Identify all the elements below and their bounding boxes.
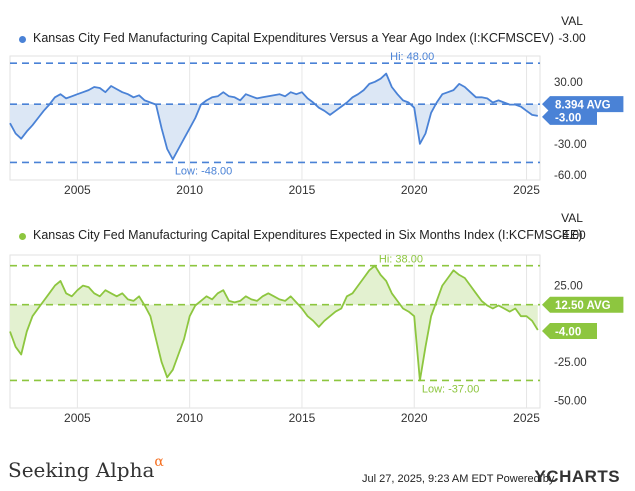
last-value-badge-bg — [542, 108, 597, 125]
bottom-chart: Hi: 38.00 Low: -37.00 25.00 -25.00 -50.00 200… — [9, 254, 624, 425]
series-area — [10, 73, 538, 160]
y-tick-label: 30.00 — [554, 77, 583, 89]
y-tick-label: -25.00 — [554, 357, 587, 369]
footer-timestamp: Jul 27, 2025, 9:23 AM EDT Powered by — [362, 473, 555, 485]
bottom-chart-title: Kansas City Fed Manufacturing Capital Ex… — [33, 228, 583, 242]
y-tick-label: 25.00 — [554, 281, 583, 293]
plot-frame — [9, 55, 541, 181]
x-tick-label: 2010 — [176, 183, 203, 197]
x-tick-label: 2010 — [176, 411, 203, 425]
last-value-badge: -3.00 — [555, 112, 581, 124]
average-badge-bg — [542, 296, 624, 313]
high-label: Hi: 38.00 — [379, 254, 423, 266]
average-badge: 12.50 AVG — [555, 300, 611, 312]
last-value-badge: -4.00 — [555, 326, 581, 338]
top-val-value: -3.00 — [558, 31, 586, 45]
last-value-badge-bg — [542, 322, 597, 339]
series-line — [9, 264, 539, 382]
x-tick-label: 2005 — [64, 183, 91, 197]
ycharts-logo[interactable]: YCHARTS — [530, 467, 620, 487]
y-tick-label: -30.00 — [554, 139, 587, 151]
top-legend-marker — [19, 36, 26, 43]
x-tick-label: 2015 — [289, 183, 316, 197]
seeking-alpha-logo[interactable]: Seeking Alphaα — [8, 454, 164, 482]
x-tick-label: 2025 — [513, 183, 540, 197]
x-tick-label: 2015 — [289, 411, 316, 425]
x-tick-label: 2025 — [513, 411, 540, 425]
average-badge-bg — [542, 96, 624, 113]
top-val-header: VAL — [561, 14, 583, 28]
y-tick-label: -60.00 — [554, 170, 587, 182]
low-label: Low: -48.00 — [175, 165, 232, 177]
brand-name: Seeking Alpha — [8, 458, 155, 482]
y-tick-label: -50.00 — [554, 395, 587, 407]
x-tick-label: 2005 — [64, 411, 91, 425]
top-chart: Hi: 48.00 Low: -48.00 30.00 -30.00 -60.00 200… — [9, 51, 624, 197]
alpha-icon: α — [154, 454, 164, 470]
ycharts-wordmark: YCHARTS — [534, 467, 621, 486]
bottom-legend-marker — [19, 233, 26, 240]
x-tick-label: 2020 — [401, 411, 428, 425]
low-label: Low: -37.00 — [422, 383, 479, 395]
series-area — [10, 265, 538, 381]
top-chart-title: Kansas City Fed Manufacturing Capital Ex… — [33, 31, 555, 45]
bottom-val-value: -4.00 — [558, 228, 586, 242]
series-line — [9, 72, 538, 161]
high-label: Hi: 48.00 — [390, 51, 434, 63]
bottom-val-header: VAL — [561, 211, 583, 225]
average-badge: 8.394 AVG — [555, 100, 611, 112]
x-tick-label: 2020 — [401, 183, 428, 197]
